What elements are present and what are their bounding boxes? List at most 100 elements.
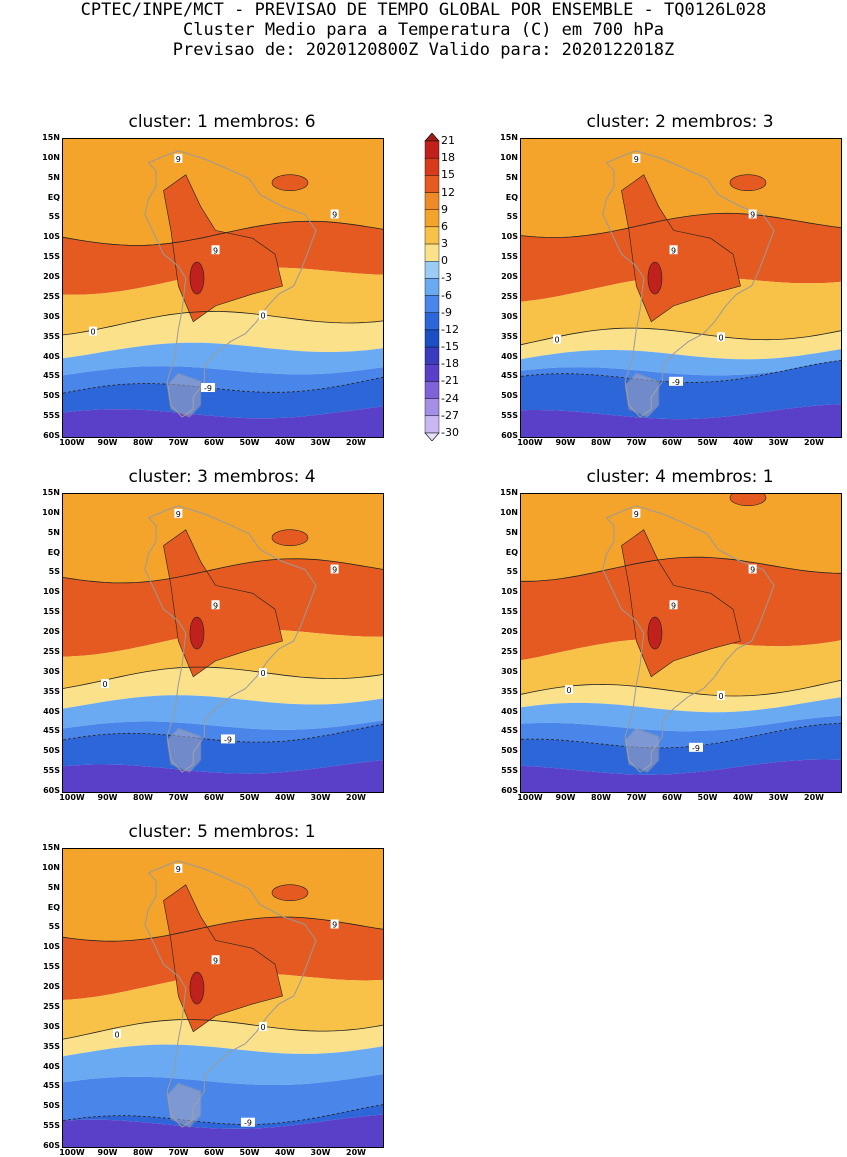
contour-label: 9 [174,153,183,164]
temperature-band [63,720,383,743]
colorbar-swatch [424,381,440,399]
temperature-band [63,139,383,246]
svg-text:9: 9 [671,601,676,610]
lat-tick-label: 30S [43,1021,60,1031]
temperature-band [63,1104,383,1129]
temperature-band [63,1114,383,1147]
lon-tick-label: 50W [697,793,718,802]
lon-tick-label: 40W [275,438,295,447]
lon-tick-label: 20W [804,793,824,802]
svg-text:0: 0 [114,1030,119,1039]
warm-core [189,261,205,295]
contour-label: 9 [632,153,641,164]
contour-label: -9 [221,734,235,744]
lon-tick-label: 40W [733,793,753,802]
lon-tick-label: 20W [346,438,366,447]
temperature-band [63,629,383,689]
contour-neg9 [63,1104,383,1125]
map-frame: 9 9 9 0 0 -9 [520,493,842,793]
lat-tick-label: 10S [43,232,60,242]
lat-tick-label: 60S [501,786,518,795]
colorbar-swatch [424,209,440,228]
colorbar-swatch [424,243,440,262]
colorbar-level-label: 3 [441,237,448,251]
map-frame: 9 9 9 0 0 -9 [62,848,384,1148]
atlantic-warm-patch [271,884,309,902]
lon-tick-label: 80W [133,438,153,447]
svg-text:0: 0 [566,686,571,695]
colorbar-swatch [424,261,440,279]
lon-tick-label: 20W [346,1148,366,1157]
temperature-band [521,349,841,376]
lat-tick-label: 20S [501,627,518,637]
patagonia-land [166,372,202,418]
temperature-band [63,494,383,583]
lat-tick-label: 45S [43,371,60,381]
temperature-band [521,494,841,582]
lon-tick-label: 70W [626,793,647,802]
colorbar-min-arrow [424,432,440,441]
lon-tick-label: 70W [626,438,647,447]
contour-label: 0 [113,1029,121,1039]
atlantic-warm-patch [271,529,309,547]
lon-tick-label: 90W [97,1148,118,1157]
svg-text:9: 9 [332,920,337,929]
patagonia-land [624,727,660,773]
lat-tick-label: 55S [43,411,60,421]
contour-label: 9 [174,863,183,874]
lat-tick-label: 50S [43,746,60,756]
map-frame: 9 9 9 0 0 -9 [62,493,384,793]
lon-tick-label: 60W [204,1148,224,1157]
lat-tick-label: 5S [48,567,60,577]
lon-tick-label: 50W [239,793,260,802]
warm-core [647,261,663,295]
contour-label: 9 [211,955,220,965]
lat-tick-label: 55S [43,1121,60,1131]
lat-tick-label: 35S [501,331,518,341]
temperature-band [521,723,841,775]
lon-tick-label: 30W [768,438,789,447]
lat-tick-label: 60S [501,431,518,440]
contour-label: 0 [553,334,561,345]
svg-text:9: 9 [671,246,676,255]
panel-title: cluster: 1 membros: 6 [128,112,316,132]
lat-tick-label: 40S [43,351,60,361]
lon-tick-label: 80W [591,793,611,802]
lon-tick-label: 100W [517,793,543,802]
colorbar-swatch [424,157,440,176]
temperature-band [63,406,383,437]
lon-tick-label: 20W [346,793,366,802]
svg-text:-9: -9 [692,744,700,753]
lat-tick-label: 40S [501,706,518,716]
contour-9 [63,558,383,584]
contour-0 [63,666,383,689]
lat-tick-label: 10N [42,507,60,517]
lat-tick-label: 15S [43,252,60,262]
colorbar-level-label: 15 [441,168,455,182]
contour-label: 9 [174,508,183,519]
temperature-band [63,1044,383,1085]
contour-label: 0 [565,685,573,695]
lat-tick-label: 35S [43,331,60,341]
lat-tick-label: 50S [43,1101,60,1111]
temperature-band [63,695,383,730]
svg-text:9: 9 [213,601,218,610]
colorbar-level-label: -30 [441,426,459,439]
contour-label: 0 [259,668,267,678]
contour-label: 0 [717,690,725,701]
lon-tick-label: 100W [517,438,543,447]
temperature-map: 9 9 9 0 0 -9 [63,139,383,437]
patagonia-land [166,727,202,773]
lat-tick-label: 15S [501,252,518,262]
lat-tick-label: 45S [43,1081,60,1091]
colorbar-swatch [424,175,440,193]
coastline [602,505,775,773]
temperature-band [521,360,841,420]
temperature-band [521,139,841,238]
colorbar [424,133,440,441]
temperature-band [63,366,383,394]
lat-tick-label: 35S [501,686,518,696]
coastline [144,150,317,418]
svg-text:0: 0 [718,692,723,701]
contour-label: -9 [689,742,703,753]
